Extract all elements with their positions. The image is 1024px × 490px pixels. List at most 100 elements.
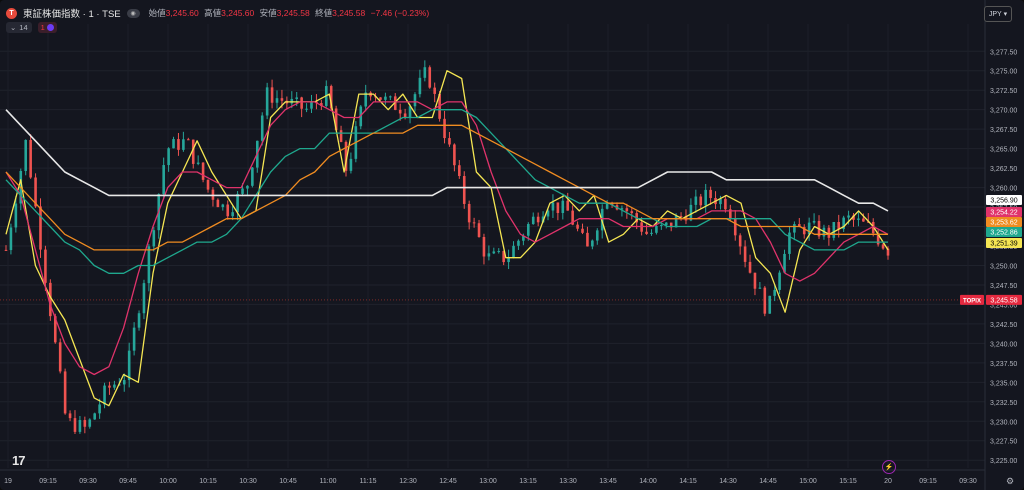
candle-body bbox=[305, 108, 308, 110]
x-tick-label: 15:00 bbox=[799, 478, 817, 485]
candle-body bbox=[630, 211, 634, 214]
candle-body bbox=[674, 215, 678, 228]
indicators-toggle[interactable]: ⌄ 14 bbox=[6, 22, 32, 33]
candle-body bbox=[802, 226, 806, 235]
x-tick-label: 13:45 bbox=[599, 478, 617, 485]
candle-body bbox=[763, 287, 767, 314]
eye-icon[interactable]: ◉ bbox=[126, 8, 140, 18]
candle-body bbox=[886, 248, 890, 256]
tradingview-logo[interactable]: 17 bbox=[12, 453, 26, 468]
candle-body bbox=[98, 404, 101, 414]
candle-body bbox=[246, 185, 249, 189]
indicator-flag: 1 bbox=[40, 23, 45, 32]
candle-body bbox=[664, 222, 668, 226]
candle-body bbox=[694, 196, 698, 205]
moving-averages bbox=[5, 70, 889, 407]
candle-body bbox=[709, 189, 712, 199]
y-tick-label: 3,242.50 bbox=[990, 322, 1017, 329]
candle-body bbox=[576, 224, 579, 229]
candle-body bbox=[127, 350, 131, 381]
candle-body bbox=[408, 106, 412, 118]
ma-line-ma-orange bbox=[5, 124, 888, 251]
candle-body bbox=[862, 218, 865, 222]
candle-body bbox=[122, 380, 126, 385]
price-tag: 3,256.90 bbox=[986, 195, 1022, 205]
candle-body bbox=[182, 139, 185, 150]
candle-body bbox=[595, 230, 599, 241]
open-label: 始値 bbox=[148, 8, 166, 18]
gear-icon[interactable]: ⚙ bbox=[1006, 476, 1015, 486]
ohlc-values: 始値3,245.60 高値3,245.60 安値3,245.58 終値3,245… bbox=[146, 7, 430, 19]
indicator-count: 14 bbox=[19, 23, 28, 32]
candle-body bbox=[177, 139, 180, 150]
candle-body bbox=[329, 86, 333, 109]
y-tick-label: 3,265.00 bbox=[990, 147, 1017, 154]
open-value: 3,245.60 bbox=[165, 8, 199, 18]
candle-body bbox=[44, 249, 47, 283]
candle-body bbox=[591, 240, 594, 247]
low-label: 安値 bbox=[259, 8, 277, 18]
price-labels: 3,256.90 3,254.22 3,253.62 3,252.86 3,251.39… bbox=[960, 195, 1022, 305]
candle-body bbox=[517, 240, 520, 246]
candle-body bbox=[443, 118, 446, 139]
candle-body bbox=[63, 371, 67, 414]
candle-body bbox=[788, 232, 791, 254]
candle-body bbox=[783, 253, 786, 273]
candle-body bbox=[428, 67, 432, 88]
candle-body bbox=[561, 200, 565, 213]
candle-body bbox=[295, 97, 299, 99]
y-tick-label: 3,240.00 bbox=[990, 341, 1017, 348]
y-tick-label: 3,277.50 bbox=[990, 49, 1017, 56]
candle-body bbox=[68, 413, 72, 419]
grid bbox=[0, 24, 985, 468]
candle-body bbox=[162, 165, 165, 195]
candle-body bbox=[359, 106, 363, 127]
x-tick-label: 14:45 bbox=[759, 478, 777, 485]
candle-body bbox=[275, 98, 279, 103]
candle-body bbox=[620, 208, 624, 210]
candle-body bbox=[753, 272, 757, 289]
candle-body bbox=[142, 283, 146, 314]
y-tick-label: 3,272.50 bbox=[990, 88, 1017, 95]
lightning-icon[interactable]: ⚡ bbox=[882, 460, 896, 474]
candle-body bbox=[172, 139, 175, 149]
symbol-tag-text: TOPIX bbox=[963, 298, 981, 304]
price-tag-bg bbox=[986, 195, 1022, 205]
candle-body bbox=[527, 224, 530, 236]
exchange-badge[interactable]: T bbox=[6, 7, 17, 19]
x-tick-label: 12:45 bbox=[439, 478, 457, 485]
price-tag-bg bbox=[986, 217, 1022, 227]
x-tick-label: 13:30 bbox=[559, 478, 577, 485]
ma-line-ma-white bbox=[5, 109, 889, 212]
candle-body bbox=[660, 225, 663, 227]
indicator-row: ⌄ 14 1 bbox=[6, 22, 57, 33]
price-tag-bg bbox=[986, 238, 1022, 248]
price-tag-text: 3,253.62 bbox=[990, 220, 1017, 227]
y-tick-label: 3,225.00 bbox=[990, 458, 1017, 465]
candle-body bbox=[571, 210, 574, 225]
x-tick-label: 14:00 bbox=[639, 478, 657, 485]
x-tick-label: 20 bbox=[884, 478, 892, 485]
candle-body bbox=[58, 342, 62, 372]
y-tick-label: 3,270.00 bbox=[990, 108, 1017, 115]
x-tick-label: 10:30 bbox=[239, 478, 257, 485]
candle-body bbox=[847, 215, 850, 218]
last-price-tag: TOPIX 3,245.58 bbox=[960, 294, 1022, 305]
candle-body bbox=[699, 196, 703, 206]
y-tick-label: 3,245.00 bbox=[990, 302, 1017, 309]
x-tick-label: 10:00 bbox=[159, 478, 177, 485]
y-tick-label: 3,237.50 bbox=[990, 361, 1017, 368]
candle-body bbox=[768, 295, 772, 314]
candle-body bbox=[837, 221, 841, 230]
currency-selector[interactable]: JPY ▾ bbox=[984, 6, 1012, 22]
y-tick-label: 3,260.00 bbox=[990, 186, 1017, 193]
candle-body bbox=[807, 222, 811, 235]
candle-body bbox=[462, 176, 466, 204]
candle-body bbox=[270, 87, 274, 103]
candle-body bbox=[812, 220, 816, 223]
candle-body bbox=[586, 232, 589, 247]
symbol-title[interactable]: 東証株価指数 · 1 · TSE bbox=[23, 9, 121, 20]
indicator-flag-button[interactable]: 1 bbox=[37, 22, 57, 33]
price-tag-text: 3,254.22 bbox=[990, 210, 1017, 217]
